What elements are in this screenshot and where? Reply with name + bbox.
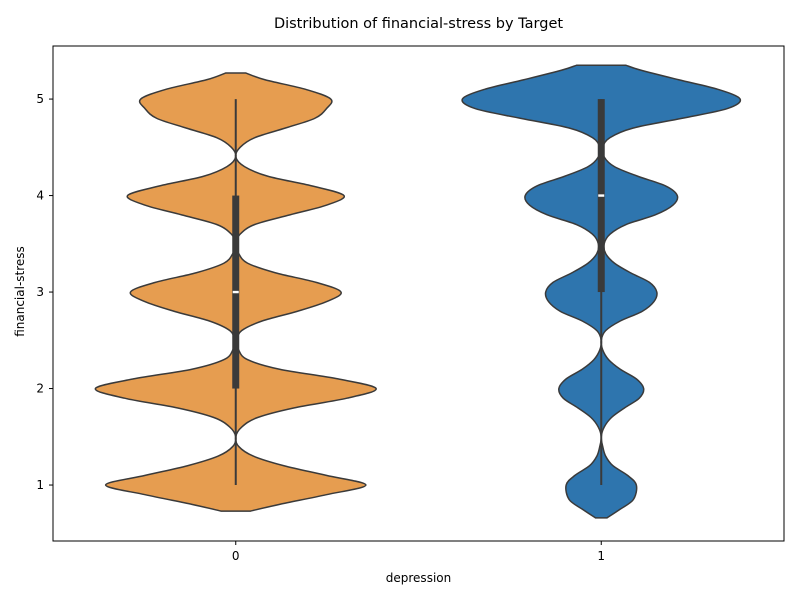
x-tick-label: 1: [597, 549, 605, 563]
axes-frame: [52, 45, 785, 542]
plot-area: 1 2 3 4 5 0 1: [36, 45, 785, 563]
chart-title: Distribution of financial-stress by Targ…: [274, 16, 563, 32]
y-tick-label: 4: [36, 189, 44, 203]
y-tick-label: 5: [36, 92, 44, 106]
violin-group-1: [461, 64, 742, 519]
x-axis-label: depression: [386, 571, 451, 585]
y-tick-label: 2: [36, 382, 44, 396]
violin-median-0: [232, 290, 239, 294]
y-tick-label: 3: [36, 285, 44, 299]
y-tick-label: 1: [36, 478, 44, 492]
violin-group-0: [94, 72, 377, 512]
violin-median-1: [598, 194, 605, 197]
y-axis-label: financial-stress: [13, 246, 27, 337]
x-tick-label: 0: [232, 549, 240, 563]
